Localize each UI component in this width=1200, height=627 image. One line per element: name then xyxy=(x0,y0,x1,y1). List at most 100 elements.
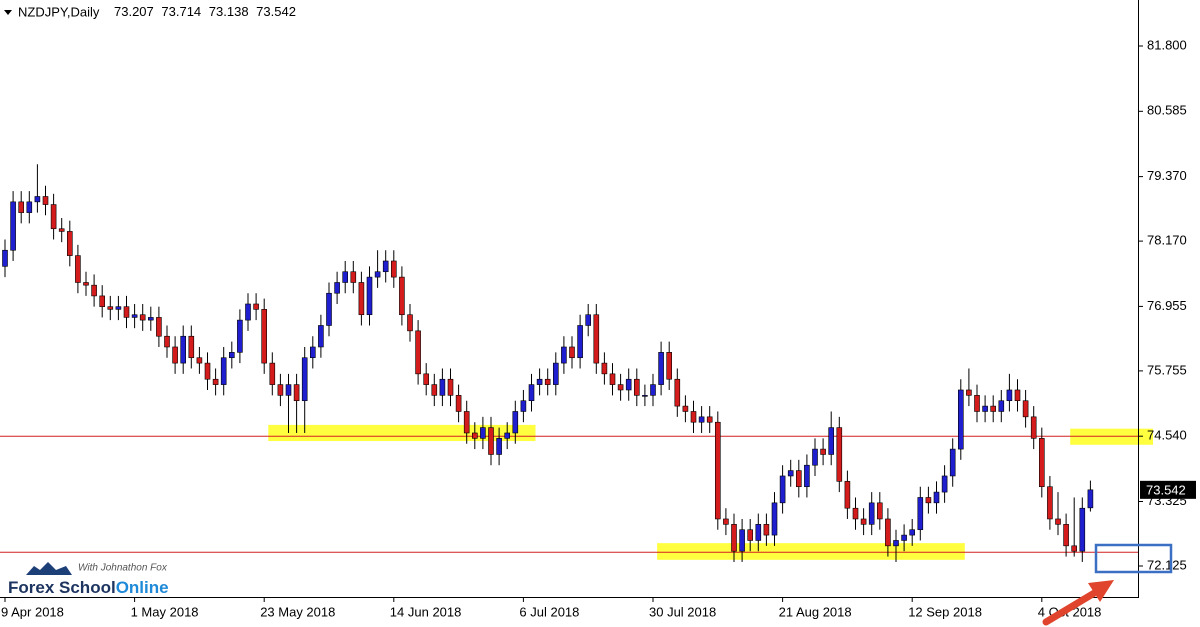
candle-body xyxy=(787,470,794,477)
candle-body xyxy=(390,260,397,278)
candle-body xyxy=(237,319,243,353)
candle-body xyxy=(34,196,41,203)
y-tick-label: 78.170 xyxy=(1147,233,1187,248)
logo-name: Forex SchoolOnline xyxy=(8,578,169,597)
candle-body xyxy=(625,378,632,391)
candle-body xyxy=(690,411,697,423)
candle-body xyxy=(188,335,195,359)
x-tick-label: 9 Apr 2018 xyxy=(1,604,64,619)
candle-body xyxy=(804,464,810,488)
candle-body xyxy=(763,524,770,536)
candle-body xyxy=(609,373,616,385)
x-tick-label: 23 May 2018 xyxy=(260,604,335,619)
candle-body xyxy=(423,373,430,385)
candle-body xyxy=(925,497,932,504)
candle-body xyxy=(196,357,203,364)
candle-body xyxy=(83,282,89,286)
candle-body xyxy=(67,231,73,256)
candle-body xyxy=(593,314,600,364)
candle-body xyxy=(755,524,762,541)
candle-body xyxy=(1071,545,1077,552)
candle-body xyxy=(26,201,33,213)
candle-body xyxy=(2,249,8,267)
candle-body xyxy=(148,317,154,321)
header-high: 73.714 xyxy=(161,4,201,19)
candle-body xyxy=(860,518,867,525)
candle-body xyxy=(399,276,405,316)
candle-body xyxy=(633,378,640,396)
zone xyxy=(1070,428,1153,445)
candle-body xyxy=(285,384,292,396)
logo: With Johnathon Fox Forex SchoolOnline xyxy=(8,562,169,597)
candle-body xyxy=(447,378,454,396)
candle-body xyxy=(642,395,648,397)
y-tick-label: 79.370 xyxy=(1147,168,1187,183)
candle-body xyxy=(91,284,97,297)
candle-body xyxy=(1047,486,1053,520)
x-tick-label: 14 Jun 2018 xyxy=(390,604,462,619)
candle-body xyxy=(739,529,745,552)
candle-body xyxy=(293,384,300,402)
logo-name-main: Forex School xyxy=(8,578,116,597)
candles xyxy=(2,164,1094,562)
candle-body xyxy=(374,271,381,278)
x-tick-label: 30 Jul 2018 xyxy=(649,604,716,619)
candle-body xyxy=(868,502,875,525)
logo-mountains xyxy=(26,562,72,575)
candle-body xyxy=(107,306,114,310)
candle-body xyxy=(779,475,786,504)
price-box xyxy=(1140,480,1196,499)
y-tick-label: 74.540 xyxy=(1147,428,1187,443)
candle-body xyxy=(10,201,16,251)
zone xyxy=(268,424,536,442)
candle-body xyxy=(366,276,373,316)
y-tick-label: 76.955 xyxy=(1147,298,1187,313)
arrow-head xyxy=(1088,580,1114,602)
candle-body xyxy=(480,427,486,439)
candle-body xyxy=(569,346,575,359)
candle-body xyxy=(820,448,826,455)
candle-body xyxy=(658,352,664,385)
candle-body xyxy=(998,400,1005,412)
y-tick-label: 80.585 xyxy=(1147,103,1187,118)
candle-body xyxy=(75,255,81,283)
candle-body xyxy=(836,427,843,482)
candle-body xyxy=(731,524,737,552)
candle-body xyxy=(941,475,948,493)
candle-body xyxy=(885,518,891,547)
candle-body xyxy=(666,352,673,380)
candle-body xyxy=(139,314,146,321)
candle-body xyxy=(917,497,924,531)
candle-body xyxy=(974,395,980,412)
candle-body xyxy=(957,389,964,450)
candle-body xyxy=(261,309,268,364)
candle-body xyxy=(253,303,259,310)
candle-body xyxy=(131,314,138,318)
candle-body xyxy=(180,335,186,364)
candle-body xyxy=(933,491,940,504)
candle-body xyxy=(1039,438,1045,488)
candle-body xyxy=(431,384,438,396)
candle-body xyxy=(1087,489,1094,509)
candle-body xyxy=(301,357,308,402)
price-label: 73.542 xyxy=(1146,482,1186,497)
axes: 72.12573.32574.54075.75576.95578.17079.3… xyxy=(1,37,1196,619)
y-tick-label: 81.800 xyxy=(1147,37,1187,52)
candle-body xyxy=(350,271,357,283)
candle-body xyxy=(617,384,624,391)
candle-body xyxy=(309,346,316,359)
candle-body xyxy=(334,282,340,294)
highlight-box xyxy=(1094,543,1173,574)
candle-body xyxy=(164,335,170,348)
candle-body xyxy=(115,306,122,310)
x-tick-label: 21 Aug 2018 xyxy=(779,604,852,619)
candle-body xyxy=(650,384,656,396)
candle-body xyxy=(156,317,162,337)
zone xyxy=(657,543,965,560)
chart-title: NZDJPY,Daily xyxy=(18,4,100,19)
candle-body xyxy=(1030,416,1037,439)
candle-body xyxy=(342,271,349,283)
candle-body xyxy=(812,448,818,466)
